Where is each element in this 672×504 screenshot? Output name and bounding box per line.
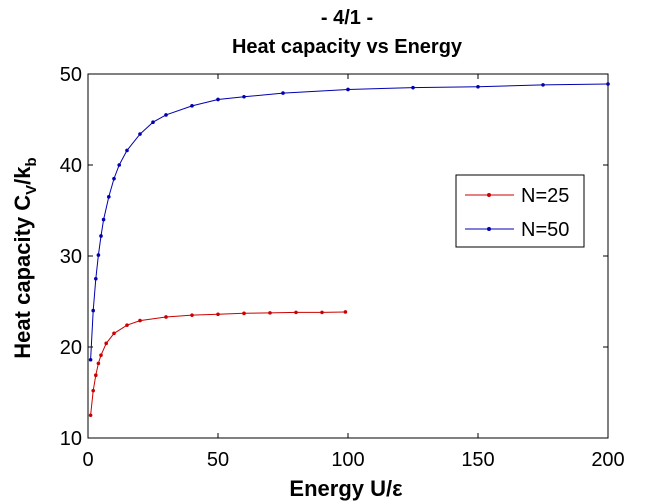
y-axis-label-sub-v: V	[23, 185, 40, 195]
data-point	[151, 120, 155, 125]
data-point	[88, 357, 93, 362]
legend: N=25 N=50	[455, 174, 585, 248]
data-point	[190, 313, 194, 317]
y-tick-label: 30	[60, 246, 82, 268]
y-axis-label: Heat capacity CV/kb	[10, 157, 40, 358]
data-point	[164, 315, 168, 319]
data-point	[94, 373, 98, 378]
axis-ticks	[87, 73, 609, 439]
y-tick-label: 50	[60, 64, 82, 86]
data-point	[411, 85, 415, 90]
chart-title: - 4/1 -	[321, 7, 373, 29]
y-axis-label-mid: /k	[10, 166, 35, 185]
data-point	[190, 104, 194, 108]
series-layer	[88, 82, 610, 418]
y-tick-label: 20	[60, 337, 82, 359]
data-point	[125, 148, 129, 153]
data-point	[125, 323, 129, 327]
data-point	[117, 163, 121, 167]
x-tick-label: 150	[461, 449, 494, 471]
data-point	[96, 361, 101, 366]
data-point	[242, 311, 246, 316]
legend-marker-n25	[487, 193, 491, 197]
data-point	[216, 312, 220, 317]
x-tick-label: 100	[331, 449, 364, 471]
x-tick-label: 200	[591, 449, 624, 471]
data-point	[112, 176, 116, 181]
series-line	[90, 83, 609, 360]
data-point	[112, 331, 116, 336]
data-point	[91, 308, 95, 313]
tick-labels: 0 50 100 150 200 10 20 30 40 50	[60, 64, 625, 471]
data-point	[343, 310, 348, 314]
data-point	[96, 253, 101, 257]
data-point	[138, 132, 142, 136]
x-axis-label: Energy U/ε	[289, 476, 403, 501]
data-point	[242, 94, 246, 99]
x-axis-label-text: Energy U/	[289, 476, 392, 501]
data-point	[91, 388, 95, 393]
data-point	[216, 97, 220, 102]
data-point	[104, 341, 108, 346]
y-tick-label: 10	[60, 428, 82, 450]
data-point	[320, 310, 324, 315]
legend-box	[455, 174, 585, 248]
data-point	[346, 87, 350, 92]
x-tick-label: 50	[207, 449, 229, 471]
plot-area	[87, 73, 609, 439]
data-point	[99, 234, 103, 238]
data-point	[138, 318, 142, 323]
data-point	[281, 91, 285, 95]
series-n-50	[88, 82, 610, 362]
data-point	[164, 113, 168, 117]
legend-label-n25: N=25	[521, 185, 569, 207]
y-axis-label-sub-b: b	[23, 157, 40, 166]
data-point	[94, 276, 98, 281]
data-point	[107, 195, 111, 199]
x-tick-label: 0	[82, 449, 93, 471]
data-point	[541, 83, 545, 87]
data-point	[476, 84, 480, 89]
y-tick-label: 40	[60, 155, 82, 177]
data-point	[606, 82, 610, 86]
data-point	[101, 217, 106, 222]
chart-subtitle: Heat capacity vs Energy	[232, 36, 463, 58]
series-n-25	[88, 310, 348, 418]
x-axis-label-symbol: ε	[392, 476, 403, 501]
data-point	[88, 413, 93, 418]
y-axis-label-text: Heat capacity C	[10, 195, 35, 359]
data-point	[294, 310, 298, 315]
data-point	[268, 311, 272, 315]
legend-label-n50: N=50	[521, 219, 569, 241]
data-point	[99, 353, 103, 357]
legend-marker-n50	[487, 227, 491, 231]
